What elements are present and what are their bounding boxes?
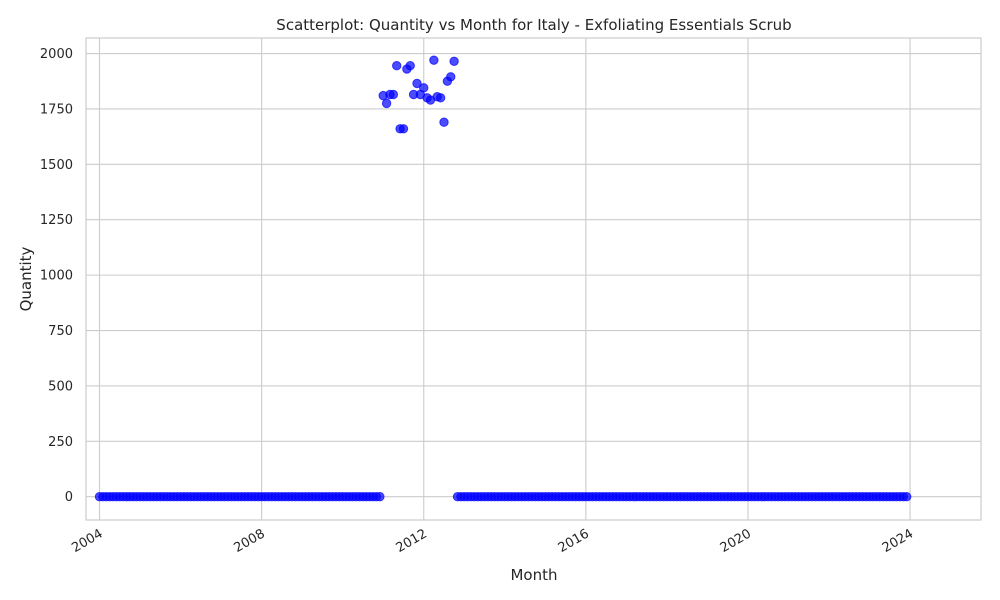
y-tick-label: 1250 bbox=[40, 213, 73, 228]
data-point bbox=[412, 78, 422, 89]
data-point bbox=[381, 98, 392, 109]
y-tick-label: 500 bbox=[48, 379, 73, 394]
y-tick-label: 0 bbox=[65, 490, 73, 505]
chart-title: Scatterplot: Quantity vs Month for Italy… bbox=[276, 16, 791, 34]
data-point bbox=[449, 56, 459, 66]
data-point bbox=[405, 61, 415, 71]
data-point bbox=[435, 93, 446, 103]
y-tick-label: 1750 bbox=[40, 102, 73, 117]
x-axis-label: Month bbox=[510, 566, 557, 584]
x-tick-label: 2024 bbox=[880, 526, 916, 556]
y-tick-label: 2000 bbox=[40, 47, 73, 62]
y-tick-label: 1500 bbox=[40, 158, 73, 173]
data-point bbox=[388, 89, 399, 100]
point-layer bbox=[94, 55, 912, 502]
x-tick-label: 2012 bbox=[394, 526, 430, 556]
data-point bbox=[392, 61, 402, 71]
x-tick-label: 2008 bbox=[231, 526, 267, 556]
data-point bbox=[901, 492, 912, 502]
x-tick-label: 2004 bbox=[69, 526, 105, 556]
data-point bbox=[439, 117, 449, 127]
data-point bbox=[398, 124, 409, 134]
tick-layer: 0 250 500 750 1000 1250 1500 1750 2000 2004 2008 20… bbox=[40, 47, 916, 556]
x-tick-label: 2016 bbox=[556, 526, 592, 556]
y-tick-label: 1000 bbox=[40, 269, 73, 284]
grid-layer bbox=[86, 38, 981, 520]
plot-frame bbox=[85, 37, 982, 521]
y-axis-label: Quantity bbox=[17, 246, 35, 311]
y-tick-label: 750 bbox=[48, 324, 73, 339]
data-point bbox=[429, 55, 439, 65]
data-point bbox=[419, 83, 429, 93]
data-point bbox=[446, 72, 456, 82]
y-tick-label: 250 bbox=[48, 435, 73, 450]
x-tick-label: 2020 bbox=[718, 526, 754, 556]
data-point bbox=[375, 492, 385, 502]
